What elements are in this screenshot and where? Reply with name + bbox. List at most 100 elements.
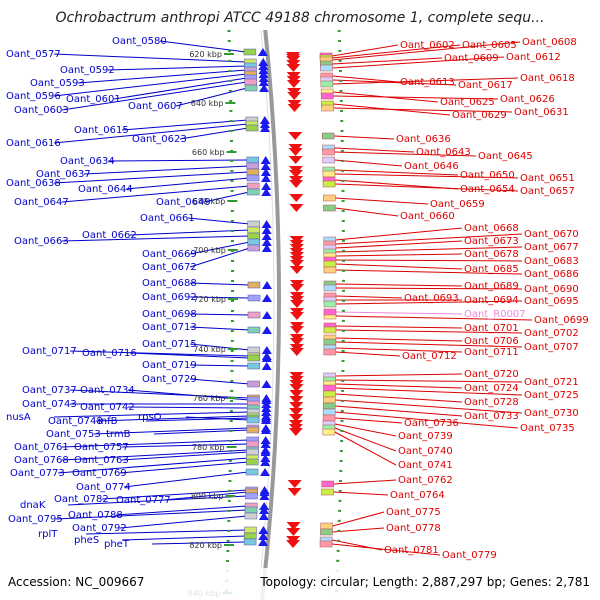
gene-label-right[interactable]: Oant_0613 <box>400 77 455 88</box>
gene-arrow-reverse[interactable] <box>289 300 304 308</box>
gene-label-right[interactable]: Oant_0733 <box>464 411 519 422</box>
gene-label-left[interactable]: Oant_0715 <box>142 339 197 350</box>
gene-block-left[interactable] <box>247 346 261 354</box>
gene-label-right[interactable]: Oant_0626 <box>500 94 555 105</box>
gene-block-left[interactable] <box>246 162 260 170</box>
gene-label-right[interactable]: Oant_0608 <box>522 37 577 48</box>
gene-arrow-forward[interactable] <box>260 448 271 456</box>
gene-arrow-forward[interactable] <box>260 156 271 164</box>
gene-label-right[interactable]: Oant_0711 <box>464 347 519 358</box>
gene-label-right[interactable]: Oant_0643 <box>416 147 471 158</box>
gene-arrow-reverse[interactable] <box>289 312 304 320</box>
gene-label-left[interactable]: Oant_0719 <box>142 360 197 371</box>
gene-block-right[interactable] <box>322 170 336 178</box>
gene-label-right[interactable]: Oant_0699 <box>534 315 589 326</box>
gene-arrow-forward[interactable] <box>260 124 271 132</box>
gene-label-left[interactable]: trmB <box>106 429 131 440</box>
gene-arrow-forward[interactable] <box>261 311 272 319</box>
gene-label-right[interactable]: Oant_0764 <box>390 490 445 501</box>
gene-block-left[interactable] <box>244 526 257 534</box>
gene-label-left[interactable]: Oant_0688 <box>142 278 197 289</box>
gene-block-left[interactable] <box>247 244 261 252</box>
gene-block-right[interactable] <box>323 308 337 316</box>
gene-label-right[interactable]: Oant_0612 <box>506 52 561 63</box>
gene-label-left[interactable]: Oant_0743 <box>22 399 77 410</box>
gene-arrow-forward[interactable] <box>257 48 268 56</box>
gene-label-right[interactable]: Oant_0695 <box>524 296 579 307</box>
gene-label-left[interactable]: Oant_0663 <box>14 236 69 247</box>
gene-arrow-forward[interactable] <box>259 492 270 500</box>
gene-label-right[interactable]: Oant_0670 <box>524 229 579 240</box>
gene-label-right[interactable]: Oant_0736 <box>404 418 459 429</box>
gene-label-left[interactable]: Oant_0692 <box>142 292 197 303</box>
gene-arrow-forward[interactable] <box>261 380 272 388</box>
gene-label-right[interactable]: Oant_0629 <box>452 110 507 121</box>
gene-arrow-reverse[interactable] <box>289 396 304 404</box>
gene-label-left[interactable]: Oant_0638 <box>6 178 61 189</box>
gene-label-left[interactable]: Oant_0782 <box>54 494 109 505</box>
gene-block-left[interactable] <box>244 84 258 92</box>
gene-arrow-forward[interactable] <box>261 281 272 289</box>
gene-label-left[interactable]: Oant_0737 <box>22 385 77 396</box>
gene-label-right[interactable]: Oant_0631 <box>514 107 569 118</box>
gene-arrow-reverse[interactable] <box>289 194 304 202</box>
gene-label-right[interactable]: Oant_0778 <box>386 523 441 534</box>
gene-label-right[interactable]: Oant_0712 <box>402 351 457 362</box>
gene-arrow-forward[interactable] <box>261 408 272 416</box>
gene-label-right[interactable]: Oant_0646 <box>404 161 459 172</box>
gene-block-right[interactable] <box>323 396 336 404</box>
gene-arrow-forward[interactable] <box>258 78 269 86</box>
gene-label-left[interactable]: Oant_0795 <box>8 514 63 525</box>
gene-block-right[interactable] <box>321 488 334 496</box>
gene-arrow-forward[interactable] <box>261 244 272 252</box>
gene-label-right[interactable]: Oant_0781 <box>384 545 439 556</box>
gene-arrow-reverse[interactable] <box>289 266 304 274</box>
gene-arrow-forward[interactable] <box>259 488 270 496</box>
gene-label-right[interactable]: Oant_0636 <box>396 134 451 145</box>
gene-arrow-reverse[interactable] <box>286 540 301 548</box>
gene-block-right[interactable] <box>322 180 336 188</box>
gene-label-left[interactable]: Oant_0763 <box>74 455 129 466</box>
gene-block-right[interactable] <box>320 528 333 536</box>
gene-label-left[interactable]: Oant_0713 <box>142 322 197 333</box>
gene-arrow-reverse[interactable] <box>287 92 302 100</box>
gene-label-left[interactable]: Oant_0615 <box>74 125 129 136</box>
gene-arrow-forward[interactable] <box>258 62 269 70</box>
gene-arrow-forward[interactable] <box>258 532 269 540</box>
gene-block-left[interactable] <box>246 168 260 176</box>
gene-label-left[interactable]: Oant_0729 <box>142 374 197 385</box>
gene-arrow-forward[interactable] <box>260 468 271 476</box>
gene-arrow-reverse[interactable] <box>289 180 304 188</box>
gene-arrow-reverse[interactable] <box>288 148 303 156</box>
gene-label-left[interactable]: Oant_0577 <box>6 49 61 60</box>
gene-block-left[interactable] <box>247 226 260 234</box>
gene-arrow-forward[interactable] <box>260 454 271 462</box>
gene-block-right[interactable] <box>322 414 336 422</box>
gene-label-left[interactable]: Oant_0647 <box>14 197 69 208</box>
gene-block-left[interactable] <box>243 538 257 546</box>
gene-label-right[interactable]: Oant_0609 <box>444 53 499 64</box>
gene-arrow-reverse[interactable] <box>286 522 301 530</box>
gene-label-left[interactable]: Oant_0623 <box>132 134 187 145</box>
gene-label-right[interactable]: Oant_0694 <box>464 295 519 306</box>
gene-label-left[interactable]: dnaK <box>20 500 46 511</box>
gene-arrow-forward[interactable] <box>261 354 272 362</box>
gene-arrow-forward[interactable] <box>261 188 272 196</box>
gene-label-right[interactable]: Oant_0645 <box>478 151 533 162</box>
gene-arrow-forward[interactable] <box>258 512 269 520</box>
gene-label-right[interactable]: Oant_0602 <box>400 40 455 51</box>
gene-label-right[interactable]: Oant_0779 <box>442 550 497 561</box>
gene-label-left[interactable]: Oant_0742 <box>80 402 135 413</box>
gene-arrow-forward[interactable] <box>258 66 269 74</box>
gene-label-right[interactable]: Oant_0689 <box>464 281 519 292</box>
gene-block-right[interactable] <box>321 104 334 112</box>
gene-arrow-reverse[interactable] <box>289 284 304 292</box>
gene-label-left[interactable]: Oant_0644 <box>78 184 133 195</box>
gene-block-left[interactable] <box>244 78 258 86</box>
gene-label-right[interactable]: Oant_0686 <box>524 269 579 280</box>
gene-block-left[interactable] <box>245 468 259 476</box>
gene-label-left[interactable]: Oant_0580 <box>112 36 167 47</box>
gene-label-right[interactable]: Oant_0721 <box>524 377 579 388</box>
gene-block-right[interactable] <box>320 92 334 100</box>
gene-label-left[interactable]: Oant_0596 <box>6 91 61 102</box>
